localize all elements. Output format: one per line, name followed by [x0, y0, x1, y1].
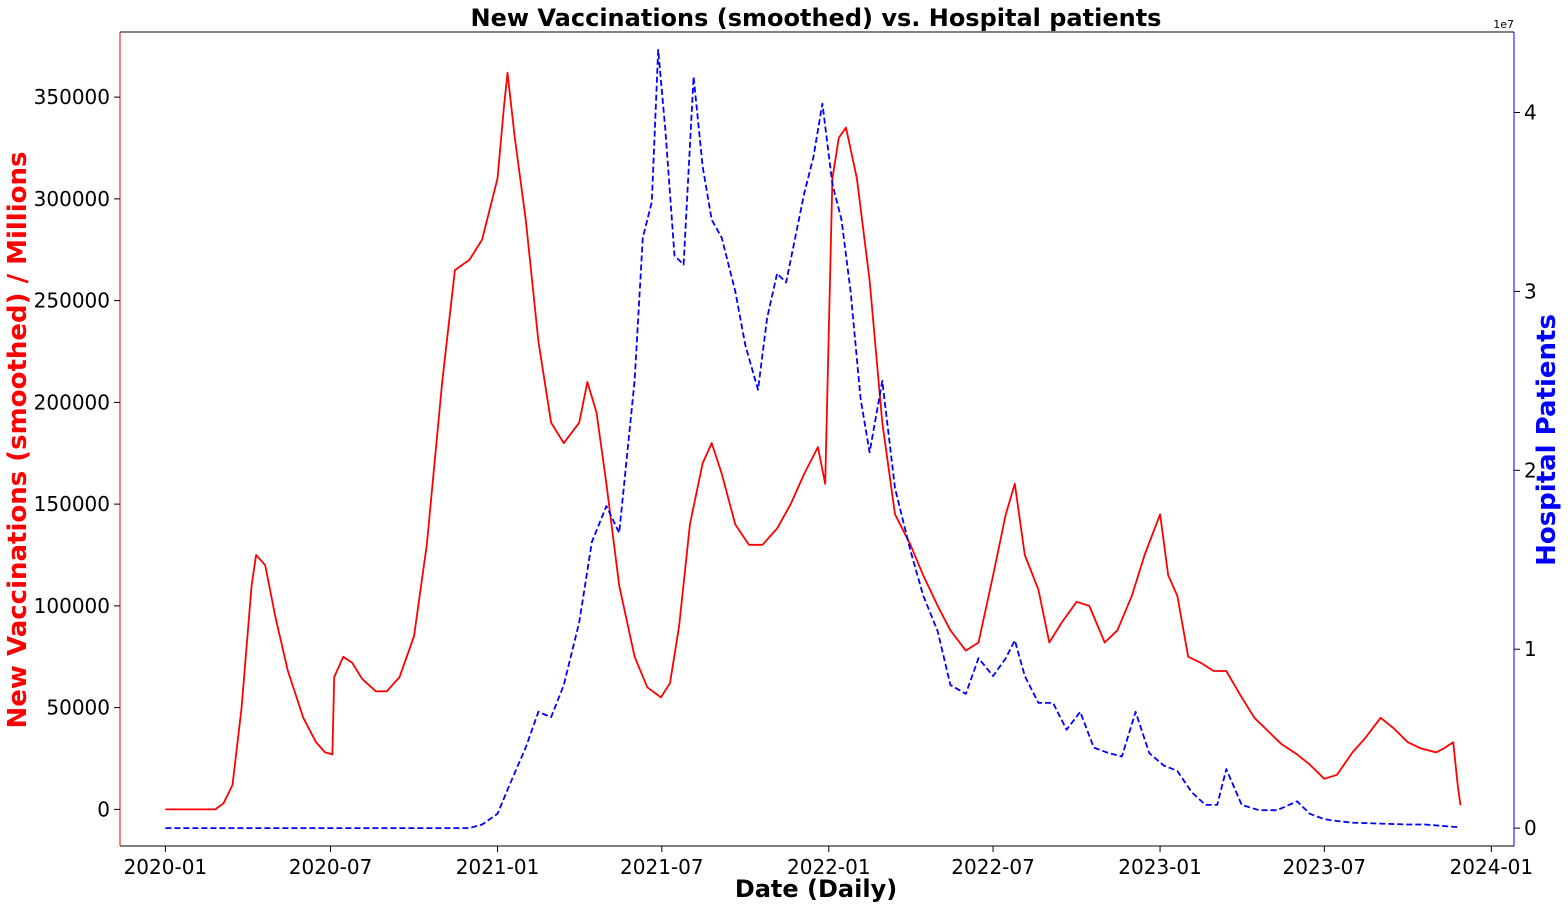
right-y-tick-label: 3 [1524, 279, 1537, 303]
x-tick-label: 2024-01 [1450, 855, 1534, 879]
right-y-axis: 0 1 2 3 4 [1514, 101, 1537, 840]
left-y-tick-label: 300000 [34, 187, 110, 211]
x-tick-label: 2020-01 [124, 855, 208, 879]
x-tick-label: 2023-07 [1283, 855, 1367, 879]
x-tick-label: 2021-01 [456, 855, 540, 879]
left-y-tick-label: 250000 [34, 289, 110, 313]
left-y-tick-label: 0 [97, 797, 110, 821]
chart-title: New Vaccinations (smoothed) vs. Hospital… [471, 4, 1162, 32]
left-y-axis: 0 50000 100000 150000 200000 250000 300000 3500… [34, 85, 120, 821]
left-y-tick-label: 50000 [46, 696, 110, 720]
left-y-tick-label: 100000 [34, 594, 110, 618]
x-tick-label: 2021-07 [620, 855, 704, 879]
x-tick-label: 2022-07 [951, 855, 1035, 879]
x-axis-label: Date (Daily) [735, 875, 897, 903]
right-axis-offset-label: 1e7 [1493, 18, 1514, 31]
x-tick-label: 2020-07 [289, 855, 373, 879]
left-y-tick-label: 150000 [34, 492, 110, 516]
x-tick-label: 2022-01 [787, 855, 871, 879]
right-y-tick-label: 4 [1524, 101, 1537, 125]
right-y-tick-label: 2 [1524, 458, 1537, 482]
plot-frame [119, 31, 1515, 847]
series-line-new-vaccinations [165, 71, 1462, 811]
right-y-axis-label: Hospital Patients [1532, 314, 1562, 566]
left-y-tick-label: 350000 [34, 85, 110, 109]
x-axis: 2020-01 2020-07 2021-01 2021-07 2022-01 2022-… [124, 846, 1534, 879]
left-y-axis-label: New Vaccinations (smoothed) / Millions [3, 152, 33, 729]
right-y-tick-label: 1 [1524, 637, 1537, 661]
series-line-hospital-patients [165, 49, 1458, 829]
x-tick-label: 2023-01 [1118, 855, 1202, 879]
series-layer [165, 49, 1462, 829]
right-y-tick-label: 0 [1524, 816, 1537, 840]
left-y-tick-label: 200000 [34, 390, 110, 414]
